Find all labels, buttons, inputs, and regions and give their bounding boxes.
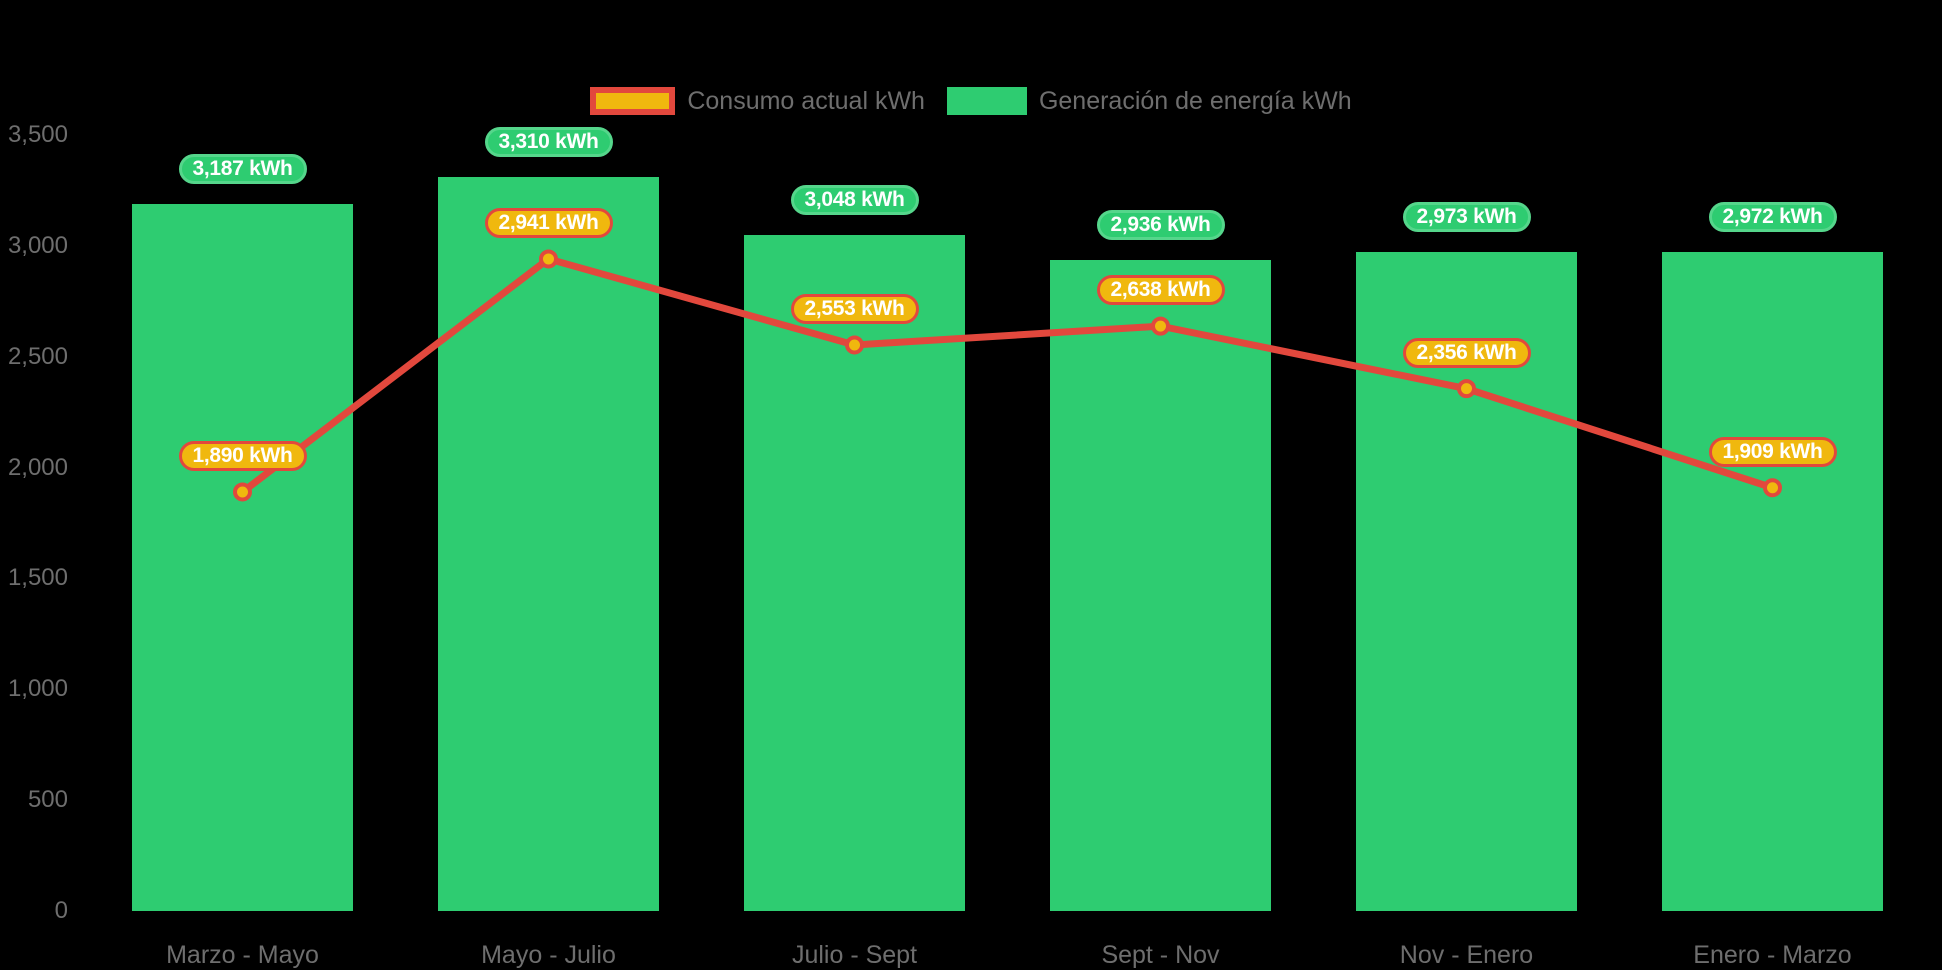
line-point-marker[interactable] (539, 249, 558, 269)
x-axis-label: Sept - Nov (1101, 941, 1220, 969)
line-value-label: 2,356 kWh (1402, 337, 1531, 368)
y-axis-tick-label: 1,000 (7, 675, 68, 703)
y-axis-tick-label: 2,500 (7, 342, 68, 370)
bar-value-label: 3,187 kWh (178, 154, 307, 185)
x-axis-label: Enero - Marzo (1693, 941, 1852, 969)
bar-generacion[interactable] (1662, 252, 1883, 911)
consumo-legend-swatch-icon (590, 87, 676, 115)
bar-generacion[interactable] (1050, 260, 1271, 911)
y-axis-tick-label: 3,000 (7, 231, 68, 259)
y-axis-tick-label: 2,000 (7, 453, 68, 481)
bar-value-label: 3,310 kWh (484, 127, 613, 158)
bar-value-label: 2,936 kWh (1096, 210, 1225, 241)
generacion-legend-swatch-icon (946, 87, 1027, 115)
x-axis-label: Marzo - Mayo (166, 941, 319, 969)
line-point-marker[interactable] (233, 482, 252, 502)
line-value-label: 2,638 kWh (1096, 275, 1225, 306)
y-axis-tick-label: 500 (27, 786, 68, 814)
bar-value-label: 3,048 kWh (790, 185, 919, 216)
x-axis-label: Julio - Sept (791, 941, 918, 969)
line-value-label: 1,909 kWh (1708, 436, 1837, 467)
bar-generacion[interactable] (132, 204, 353, 911)
y-axis-tick-label: 0 (54, 897, 68, 924)
line-point-marker[interactable] (845, 335, 864, 355)
x-axis-label: Nov - Enero (1399, 941, 1534, 969)
line-value-label: 1,890 kWh (178, 440, 307, 471)
y-axis-tick-label: 3,500 (7, 121, 68, 148)
legend-item-consumo[interactable]: Consumo actual kWh (590, 87, 925, 115)
chart-legend: Consumo actual kWh Generación de energía… (0, 84, 1942, 118)
x-axis-label: Mayo - Julio (481, 941, 616, 969)
line-point-marker[interactable] (1763, 478, 1782, 498)
legend-label-generacion: Generación de energía kWh (1038, 87, 1352, 115)
legend-label-consumo: Consumo actual kWh (687, 87, 925, 115)
y-axis-tick-label: 1,500 (7, 564, 68, 592)
line-value-label: 2,553 kWh (790, 293, 919, 324)
bar-value-label: 2,973 kWh (1402, 201, 1531, 232)
line-point-marker[interactable] (1457, 379, 1476, 399)
line-value-label: 2,941 kWh (484, 207, 613, 238)
line-point-marker[interactable] (1151, 316, 1170, 336)
bar-generacion[interactable] (438, 177, 659, 911)
legend-item-generacion[interactable]: Generación de energía kWh (946, 87, 1352, 115)
consumo-line (239, 255, 1776, 496)
bar-value-label: 2,972 kWh (1708, 202, 1837, 233)
